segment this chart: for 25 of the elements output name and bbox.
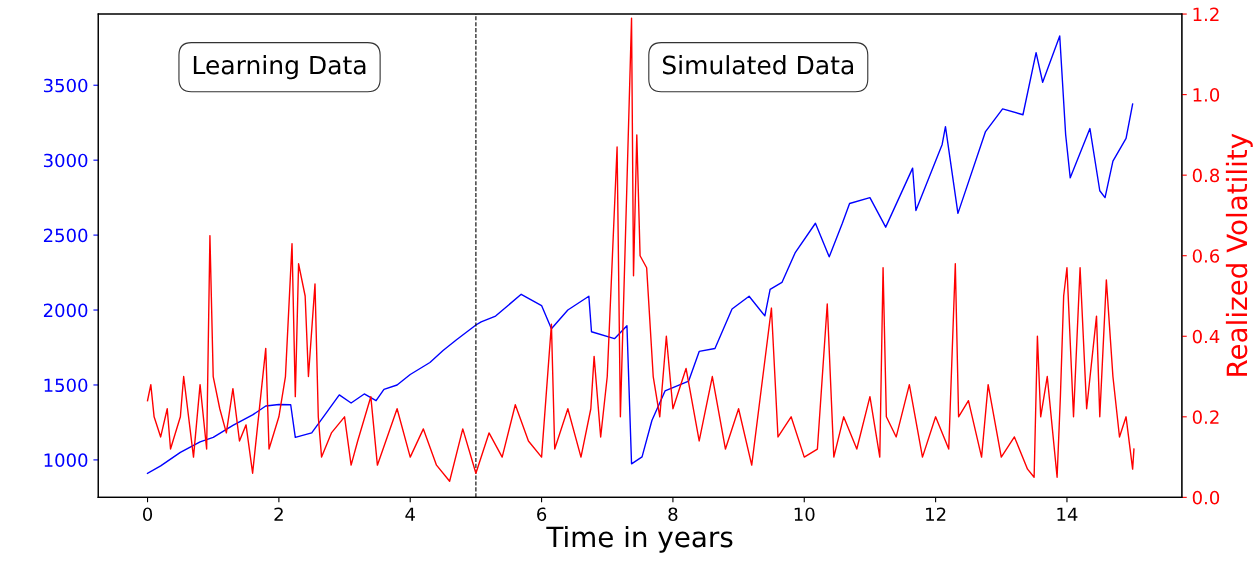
y2-tick-label: 0.2 [1192, 410, 1219, 424]
y2-tick-label: 1.0 [1193, 88, 1220, 102]
y2-tick-label: 1.2 [1193, 7, 1219, 21]
y2-axis-title: Realized Volatility [1225, 133, 1253, 376]
y-tick-label: 1500 [44, 378, 88, 393]
x-tick-label: 6 [537, 507, 547, 522]
y-tick-label: 3500 [43, 78, 88, 93]
x-tick-label: 14 [1057, 507, 1078, 521]
y-tick-label: 3000 [43, 153, 88, 168]
x-tick-label: 10 [794, 507, 815, 522]
y2-tick-label: 0.0 [1192, 490, 1220, 505]
x-tick-label: 2 [274, 507, 283, 521]
y-tick-label: 1000 [44, 453, 88, 468]
y-tick-label: 2500 [43, 228, 88, 243]
y2-tick-label: 0.8 [1192, 168, 1220, 183]
x-axis-title: Time in years [546, 525, 733, 553]
y-tick-label: 2000 [43, 303, 88, 318]
annotation: Learning Data [193, 55, 366, 80]
y2-tick-label: 0.6 [1192, 249, 1220, 263]
x-tick-label: 8 [668, 507, 678, 522]
annotation: Simulated Data [662, 55, 854, 75]
x-tick-label: 12 [926, 507, 946, 521]
x-tick-label: 0 [142, 507, 153, 522]
x-tick-label: 4 [405, 507, 415, 521]
y2-tick-label: 0.4 [1192, 329, 1220, 344]
